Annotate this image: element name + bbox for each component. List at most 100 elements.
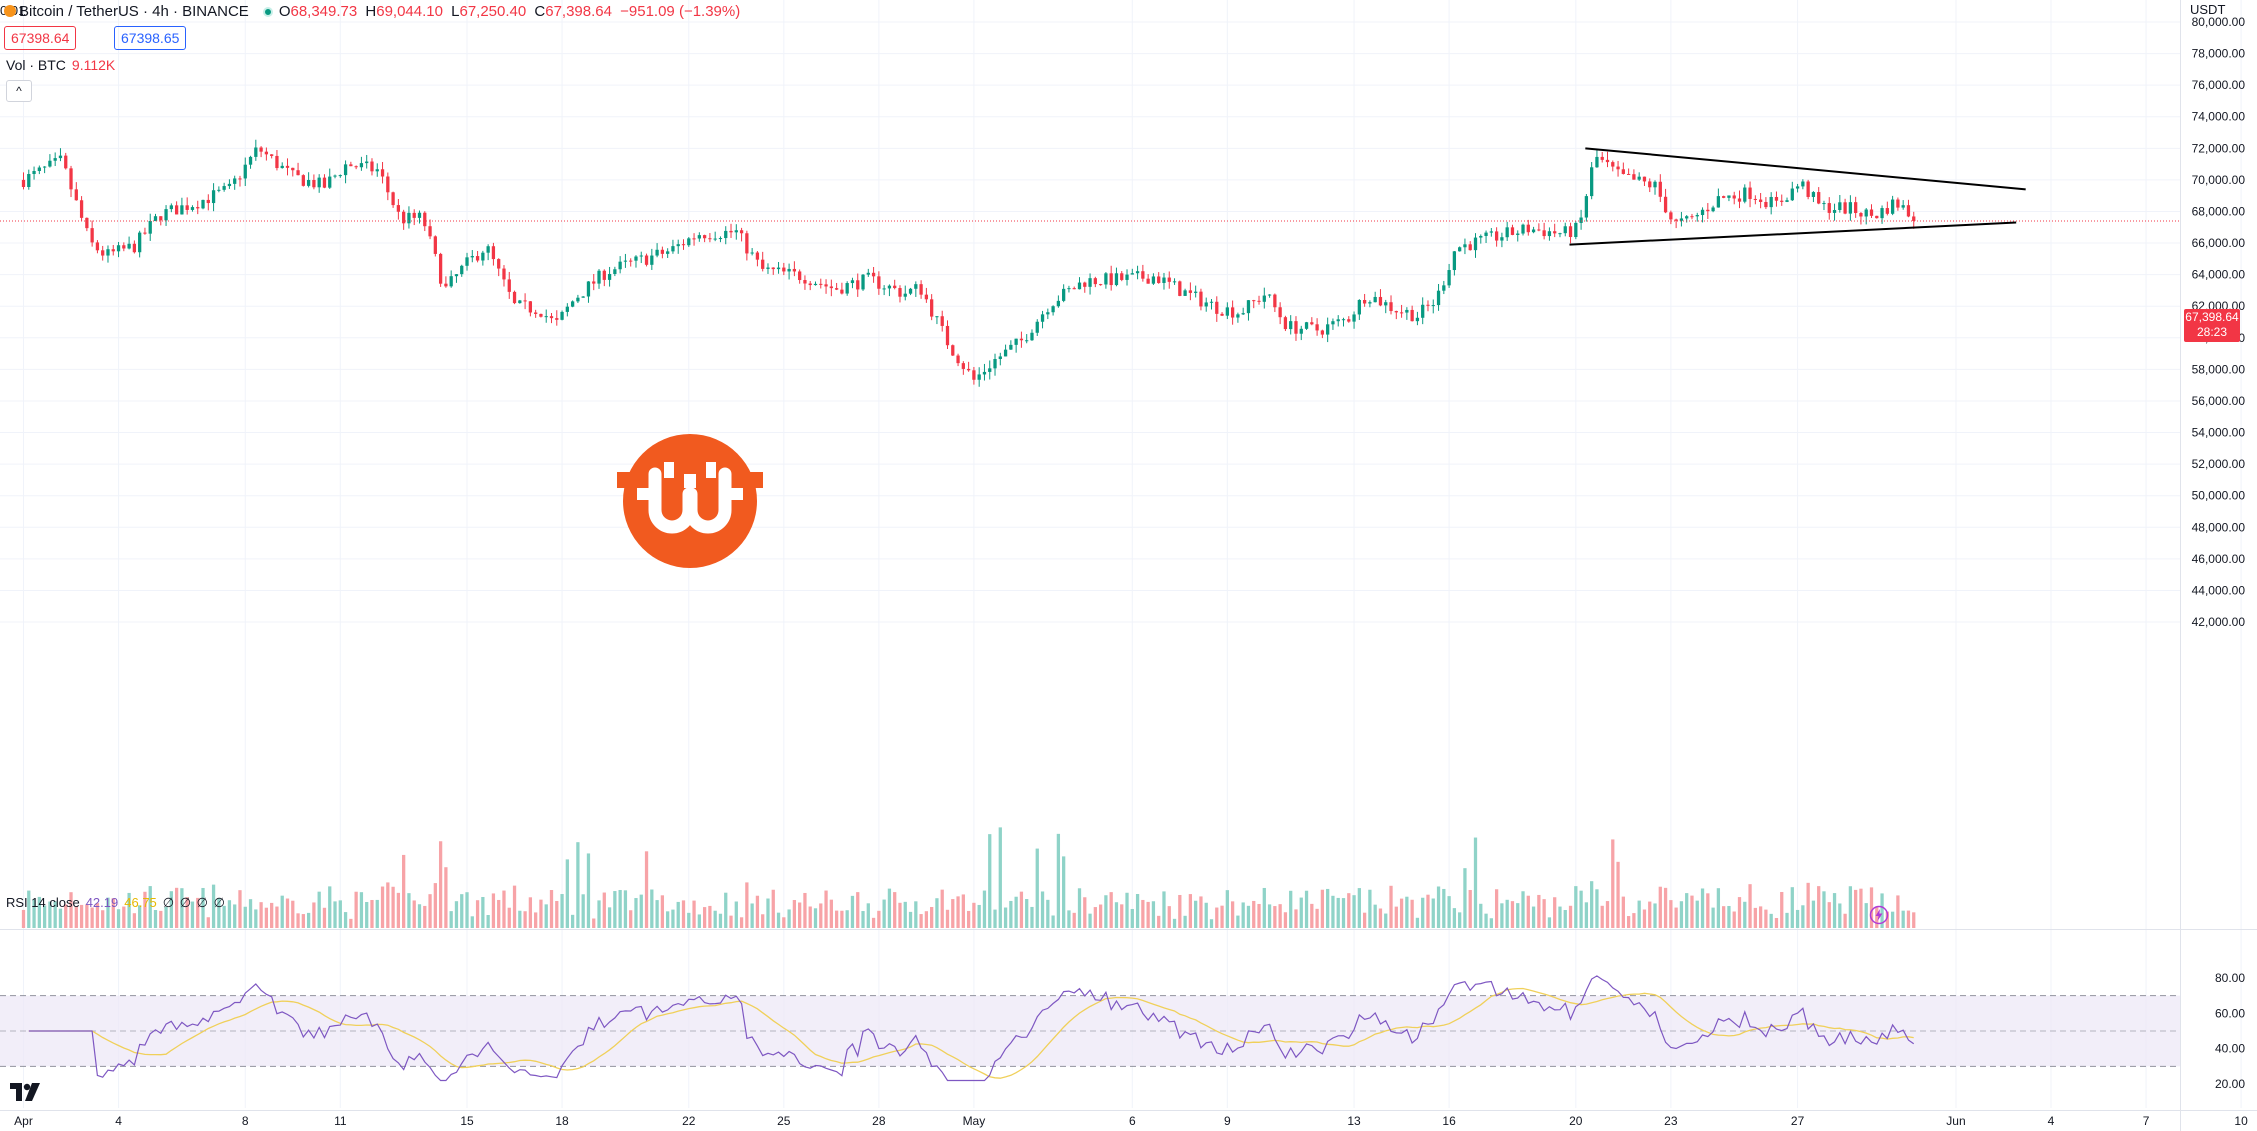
- triangle-trendlines[interactable]: [1569, 147, 2026, 246]
- collapse-indicators-button[interactable]: ^: [6, 80, 32, 102]
- candle-body: [1827, 203, 1831, 213]
- candle-body: [433, 236, 437, 254]
- candle-body: [233, 178, 237, 184]
- volume-bar: [1832, 893, 1837, 928]
- candle-body: [275, 155, 279, 169]
- volume-bar: [32, 899, 36, 928]
- price-tick-label: 80,000.00: [2192, 15, 2246, 29]
- volume-bar: [518, 910, 522, 928]
- volume-bar: [428, 894, 432, 928]
- candle-body: [1605, 159, 1610, 163]
- volume-bar: [507, 907, 511, 928]
- volume-bar: [544, 904, 548, 928]
- candle-body: [1410, 309, 1414, 322]
- volume-bar: [375, 899, 379, 928]
- volume-bar: [1384, 913, 1388, 928]
- candle-body: [1468, 244, 1472, 251]
- rsi-legend[interactable]: RSI 14 close 42.19 46.75 ∅ ∅ ∅ ∅: [6, 895, 226, 911]
- candle-body: [956, 355, 960, 364]
- volume-legend[interactable]: Vol · BTC 9.112K: [6, 57, 115, 73]
- price-tick-label: 72,000.00: [2192, 141, 2246, 155]
- candle-body: [475, 256, 480, 261]
- volume-bar: [724, 892, 728, 928]
- volume-bar: [739, 917, 744, 928]
- candle-body: [1436, 290, 1441, 306]
- candle-body: [1399, 312, 1404, 314]
- volume-bar: [1167, 906, 1171, 928]
- candle-body: [1209, 301, 1214, 303]
- volume-bar: [745, 882, 749, 928]
- candle-body: [338, 175, 342, 177]
- volume-bar: [1489, 918, 1493, 928]
- candle-body: [1890, 199, 1895, 214]
- volume-bar: [798, 902, 802, 928]
- volume-bar: [106, 897, 110, 928]
- candle-body: [1257, 300, 1261, 302]
- candle-body: [380, 169, 385, 177]
- candle-body: [549, 316, 554, 319]
- candle-body: [470, 256, 474, 258]
- ohlc-low-label: L: [451, 3, 460, 20]
- candle-body: [64, 155, 68, 169]
- symbol-legend[interactable]: Bitcoin / TetherUS · 4h · BINANCE O68,349…: [4, 2, 740, 22]
- candle-body: [1542, 230, 1546, 237]
- rsi-value: 42.19: [85, 895, 119, 910]
- volume-bar: [871, 917, 876, 928]
- candle-body: [1822, 203, 1826, 205]
- volume-bar: [1848, 886, 1853, 928]
- volume-bar: [1077, 888, 1082, 928]
- volume-bar: [380, 886, 385, 928]
- volume-bar: [1299, 897, 1303, 928]
- ohlc-close-label: C: [534, 3, 546, 20]
- volume-bar: [592, 918, 596, 928]
- volume-bar: [1098, 904, 1103, 928]
- candle-body: [1267, 294, 1272, 296]
- volume-bar: [1658, 886, 1662, 928]
- candle-body: [613, 269, 617, 274]
- volume-bar: [1357, 888, 1361, 928]
- volume-bar: [834, 910, 839, 928]
- candle-body: [940, 316, 944, 326]
- candle-body: [1479, 235, 1483, 238]
- volume-bar: [935, 898, 939, 928]
- candle-body: [1906, 205, 1911, 217]
- sell-price-button[interactable]: 67398.64: [4, 26, 77, 50]
- volume-bar: [766, 898, 770, 928]
- volume-bar: [570, 914, 575, 928]
- volume-bar: [217, 897, 221, 928]
- rsi-ma-value: 46.75: [124, 895, 157, 910]
- candle-body: [1669, 212, 1673, 220]
- bitcoin-icon: [4, 5, 16, 17]
- candle-body: [1299, 328, 1303, 334]
- candle-body: [861, 274, 865, 290]
- candle-body: [1135, 271, 1140, 274]
- candle-body: [497, 259, 501, 269]
- candle-body: [222, 186, 226, 190]
- volume-bar: [776, 912, 781, 928]
- volume-bar: [534, 912, 538, 928]
- volume-bar: [53, 901, 57, 928]
- candle-body: [1700, 209, 1705, 216]
- volume-bar: [1732, 911, 1736, 928]
- flash-icon[interactable]: [1869, 905, 1889, 925]
- candle-body: [1869, 209, 1874, 216]
- volume-bar: [708, 905, 712, 928]
- buy-price-button[interactable]: 67398.65: [114, 26, 187, 50]
- volume-bar: [1289, 890, 1293, 928]
- candle-body: [961, 363, 965, 369]
- watermark-logo-icon: [617, 434, 763, 568]
- candle-body: [1194, 291, 1198, 293]
- volume-bar: [1531, 906, 1536, 928]
- volume-bar: [977, 904, 981, 928]
- candle-body: [1294, 321, 1298, 334]
- quote-currency[interactable]: USDT: [2190, 2, 2226, 17]
- volume-bar: [1574, 886, 1578, 928]
- candle-body: [1674, 219, 1678, 221]
- volume-bar: [1125, 892, 1129, 928]
- candle-body: [607, 273, 612, 280]
- volume-bar: [1869, 887, 1874, 928]
- candle-body: [1352, 314, 1356, 322]
- candle-body: [428, 226, 432, 237]
- symbol-title[interactable]: Bitcoin / TetherUS · 4h · BINANCE: [19, 3, 249, 20]
